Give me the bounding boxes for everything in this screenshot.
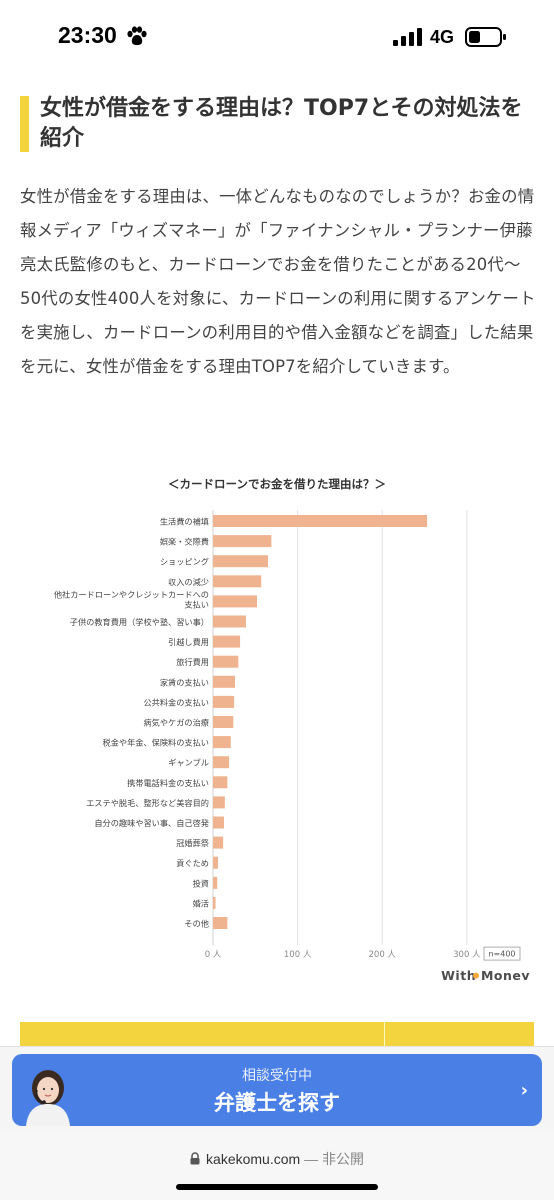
bar bbox=[213, 515, 428, 527]
category-label: 生活費の補填 bbox=[160, 517, 209, 527]
category-label: 自分の趣味や習い事、自己啓発 bbox=[94, 818, 209, 828]
bar bbox=[213, 535, 272, 548]
tick-label: 0 人 bbox=[205, 950, 222, 960]
category-label: 公共料金の支払い bbox=[143, 697, 209, 707]
bar bbox=[213, 716, 234, 728]
cta-banner-area: 相談受付中 弁護士を探す › bbox=[0, 1046, 554, 1133]
category-label: 旅行費用 bbox=[176, 657, 209, 667]
tick-label: 300 人 bbox=[453, 950, 481, 960]
url-text: kakekomu.com bbox=[206, 1151, 301, 1167]
chart-title: ＜カードローンでお金を借りた理由は？＞ bbox=[168, 477, 386, 491]
bar bbox=[213, 736, 231, 749]
tick-label: 200 人 bbox=[369, 950, 397, 960]
battery-icon bbox=[465, 27, 507, 51]
category-label: 引越し費用 bbox=[168, 637, 209, 647]
category-label: ギャンブル bbox=[168, 758, 209, 768]
find-lawyer-button[interactable]: 相談受付中 弁護士を探す › bbox=[12, 1054, 542, 1126]
bar bbox=[213, 575, 262, 588]
bar-chart: ＜カードローンでお金を借りた理由は？＞ 生活費の補填 娯楽・交際費 ショッピング収入の… bbox=[22, 470, 532, 980]
status-bar: 23:30 4G bbox=[0, 0, 554, 76]
bar bbox=[213, 635, 241, 648]
category-label: 冠婚葬祭 bbox=[176, 838, 209, 848]
cta-main-label: 弁護士を探す bbox=[214, 1091, 340, 1115]
category-label: 他社カードローンやクレジットカードへの支払い bbox=[54, 589, 209, 609]
bar bbox=[213, 816, 224, 829]
category-label: ショッピング bbox=[160, 557, 209, 567]
sample-size-box bbox=[483, 946, 521, 961]
status-time: 23:30 bbox=[58, 22, 117, 48]
chart-svg: ＜カードローンでお金を借りた理由は？＞ 生活費の補填娯楽・交際費ショッピング収入の… bbox=[54, 477, 530, 980]
operator-avatar bbox=[20, 1062, 76, 1126]
bar bbox=[213, 555, 268, 568]
bar bbox=[213, 695, 235, 708]
withmoney-logo: With Money bbox=[441, 968, 530, 980]
bar bbox=[213, 917, 228, 929]
bar bbox=[213, 675, 235, 688]
intro-paragraph: 女性が借金をする理由は、一体どんなものなのでしょうか？お金の情報メディア「ウィズ… bbox=[20, 187, 536, 376]
home-indicator[interactable] bbox=[176, 1184, 378, 1190]
cta-sub-label: 相談受付中 bbox=[242, 1068, 312, 1084]
bar bbox=[213, 876, 218, 889]
category-label: 貢ぐため bbox=[176, 858, 209, 868]
bar bbox=[213, 836, 224, 849]
category-label: その他 bbox=[184, 919, 209, 929]
bar bbox=[213, 655, 239, 668]
network-label: 4G bbox=[430, 27, 455, 47]
category-label: 病気やケガの治療 bbox=[143, 718, 209, 728]
bar bbox=[213, 856, 219, 869]
table-header-peek bbox=[20, 1022, 534, 1048]
category-label: 投資 bbox=[193, 878, 209, 888]
category-label: 婚活 bbox=[193, 898, 209, 908]
bar bbox=[213, 896, 216, 909]
address-url[interactable]: kakekomu.com — 非公開 bbox=[0, 1149, 554, 1169]
signal-icon bbox=[393, 28, 423, 50]
bar bbox=[213, 615, 246, 628]
chevron-right-icon: › bbox=[520, 1080, 528, 1101]
lock-icon bbox=[190, 1152, 200, 1168]
page-title: 女性が借金をする理由は？TOP7とその対処法を紹介 bbox=[40, 96, 523, 151]
tick-label: 100 人 bbox=[284, 950, 312, 960]
category-label: 家賃の支払い bbox=[160, 677, 209, 687]
heading-accent-bar bbox=[20, 96, 29, 152]
table-header-divider bbox=[384, 1022, 385, 1048]
bar bbox=[213, 595, 257, 608]
bar bbox=[213, 756, 230, 769]
category-label: 収入の減少 bbox=[168, 577, 209, 587]
category-label: 娯楽・交際費 bbox=[160, 537, 209, 547]
privacy-label: — 非公開 bbox=[304, 1151, 364, 1167]
paw-icon bbox=[126, 26, 148, 50]
bar bbox=[213, 776, 228, 789]
category-label: エステや脱毛、整形など美容目的 bbox=[86, 798, 209, 808]
sample-size-label: n=400 bbox=[488, 950, 515, 959]
logo-dot bbox=[473, 972, 479, 979]
category-label: 子供の教育費用（学校や塾、習い事） bbox=[70, 617, 209, 627]
bar bbox=[213, 796, 225, 809]
category-label: 携帯電話料金の支払い bbox=[127, 778, 209, 788]
category-label: 税金や年金、保険料の支払い bbox=[103, 738, 209, 748]
